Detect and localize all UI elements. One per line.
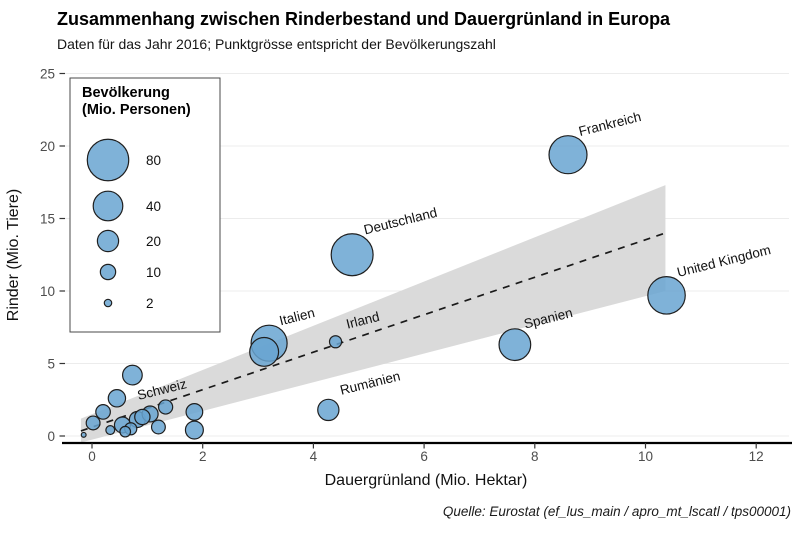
x-tick-label: 8 bbox=[531, 449, 539, 464]
legend-size-label: 10 bbox=[146, 265, 161, 280]
data-point bbox=[134, 408, 151, 426]
legend-size-swatch bbox=[99, 263, 117, 281]
data-point bbox=[150, 419, 166, 435]
y-tick-label: 0 bbox=[47, 429, 55, 444]
x-tick-label: 4 bbox=[310, 449, 318, 464]
y-tick-label: 5 bbox=[47, 357, 55, 372]
data-point bbox=[185, 403, 204, 421]
x-tick-label: 10 bbox=[638, 449, 653, 464]
legend-size-label: 20 bbox=[146, 234, 161, 249]
data-point bbox=[107, 389, 127, 408]
data-point-frankreich bbox=[548, 135, 588, 175]
legend-title-line1: Bevölkerung bbox=[82, 85, 170, 101]
data-point-spanien bbox=[498, 328, 532, 362]
data-point-deutschland bbox=[330, 233, 374, 277]
legend-size-swatch bbox=[96, 229, 120, 253]
country-label: Deutschland bbox=[362, 205, 438, 238]
y-axis-title: Rinder (Mio. Tiere) bbox=[5, 189, 22, 321]
x-tick-label: 6 bbox=[420, 449, 428, 464]
data-point bbox=[249, 336, 280, 367]
data-point-irland bbox=[328, 335, 343, 349]
source-caption: Quelle: Eurostat (ef_lus_main / apro_mt_… bbox=[443, 504, 791, 519]
legend-title-line2: (Mio. Personen) bbox=[82, 102, 191, 118]
data-point bbox=[95, 404, 111, 420]
size-legend: Bevölkerung(Mio. Personen) 80 40 20 10 2 bbox=[69, 77, 221, 333]
y-tick-label: 15 bbox=[40, 212, 55, 227]
legend-size-swatch bbox=[86, 138, 130, 182]
country-label: Italien bbox=[278, 305, 317, 328]
x-tick-label: 0 bbox=[88, 449, 96, 464]
data-point bbox=[184, 420, 204, 440]
legend-size-label: 80 bbox=[146, 153, 161, 168]
y-tick-label: 25 bbox=[40, 67, 55, 82]
data-point bbox=[105, 425, 116, 436]
x-tick-label: 2 bbox=[199, 449, 207, 464]
legend-size-swatch bbox=[103, 298, 113, 308]
data-point bbox=[121, 364, 143, 386]
data-point-schweiz bbox=[157, 399, 174, 415]
legend-size-label: 2 bbox=[146, 296, 154, 311]
y-tick-label: 20 bbox=[40, 139, 55, 154]
data-point-united-kingdom bbox=[647, 276, 686, 315]
x-tick-label: 12 bbox=[749, 449, 764, 464]
x-axis-title: Dauergrünland (Mio. Hektar) bbox=[325, 472, 528, 489]
legend-size-label: 40 bbox=[146, 199, 161, 214]
data-point bbox=[85, 415, 101, 431]
data-point bbox=[119, 425, 132, 438]
confidence-band bbox=[80, 185, 666, 443]
trend-line bbox=[80, 232, 666, 432]
y-tick-label: 10 bbox=[40, 284, 55, 299]
chart-subtitle: Daten für das Jahr 2016; Punktgrösse ent… bbox=[57, 36, 496, 52]
legend-size-swatch bbox=[92, 190, 124, 222]
country-label: United Kingdom bbox=[675, 242, 772, 280]
country-label: Frankreich bbox=[577, 109, 643, 139]
chart-title: Zusammenhang zwischen Rinderbestand und … bbox=[57, 9, 671, 29]
data-point bbox=[80, 431, 87, 438]
data-point-rumänien bbox=[317, 398, 340, 422]
